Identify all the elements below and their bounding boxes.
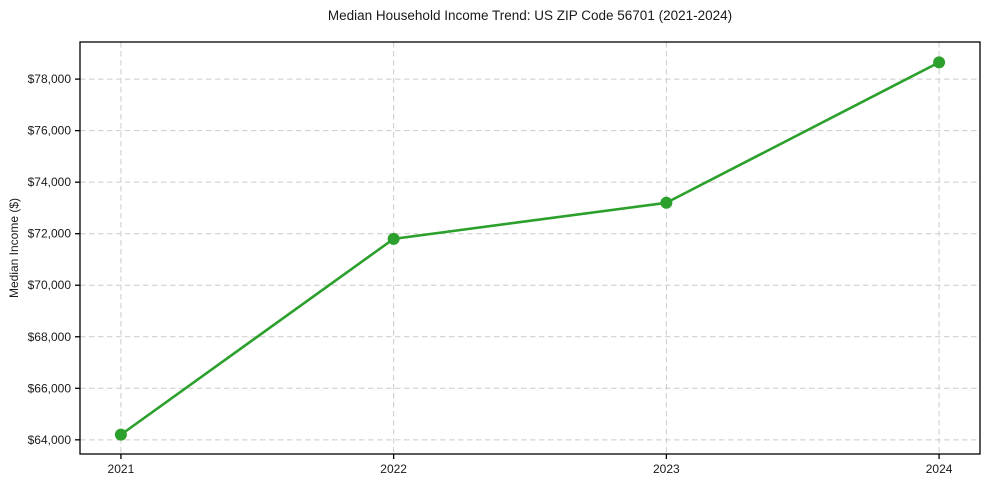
series-line: [119, 61, 941, 436]
data-point-2021: [114, 428, 127, 441]
y-tick-label: $66,000: [28, 381, 72, 395]
x-tick-label: 2021: [108, 462, 135, 476]
axes-spines: [79, 41, 981, 455]
x-tick-label: 2022: [380, 462, 407, 476]
data-point-2022: [387, 232, 400, 245]
data-point-2023: [660, 196, 673, 209]
y-tick-label: $64,000: [28, 433, 72, 447]
data-point-2024: [933, 56, 946, 69]
y-tick-label: $68,000: [28, 330, 72, 344]
y-tick-label: $70,000: [28, 278, 72, 292]
y-tick-label: $76,000: [28, 124, 72, 138]
y-tick-label: $74,000: [28, 175, 72, 189]
chart-title: Median Household Income Trend: US ZIP Co…: [327, 8, 733, 23]
x-tick-label: 2023: [653, 462, 680, 476]
y-tick-label: $72,000: [28, 227, 72, 241]
y-tick-label: $78,000: [28, 72, 72, 86]
x-tick-label: 2024: [926, 462, 953, 476]
